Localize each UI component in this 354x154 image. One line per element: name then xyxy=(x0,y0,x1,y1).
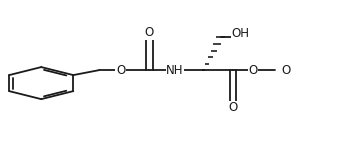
Text: O: O xyxy=(228,101,237,114)
Text: O: O xyxy=(116,64,125,77)
Text: O: O xyxy=(145,26,154,39)
Text: OH: OH xyxy=(232,27,250,40)
Text: O: O xyxy=(281,64,291,77)
Text: NH: NH xyxy=(166,64,184,77)
Text: O: O xyxy=(249,64,258,77)
